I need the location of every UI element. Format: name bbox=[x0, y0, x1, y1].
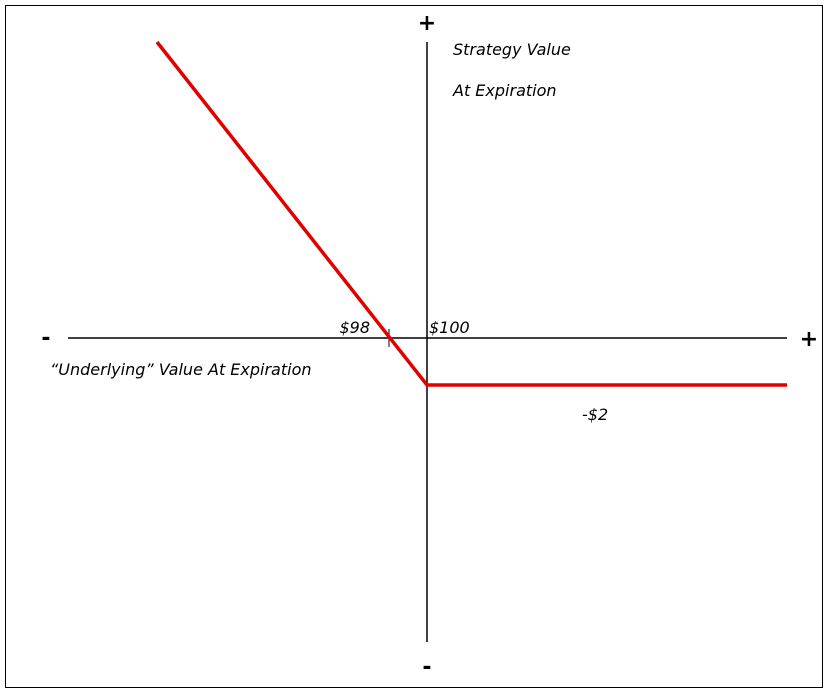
strike-label: $100 bbox=[429, 318, 470, 337]
y-title: Strategy Value bbox=[453, 40, 571, 59]
payoff-line bbox=[155, 40, 787, 387]
y-minus: - bbox=[422, 655, 431, 680]
breakeven-label: $98 bbox=[339, 318, 370, 337]
max-loss-label: -$2 bbox=[582, 405, 608, 424]
x-plus: + bbox=[800, 327, 818, 352]
x-minus: - bbox=[41, 326, 50, 351]
x-title: “Underlying” Value At Expiration bbox=[50, 360, 312, 379]
y-plus: + bbox=[418, 11, 436, 36]
y-title: At Expiration bbox=[452, 81, 557, 100]
frame bbox=[5, 5, 823, 688]
